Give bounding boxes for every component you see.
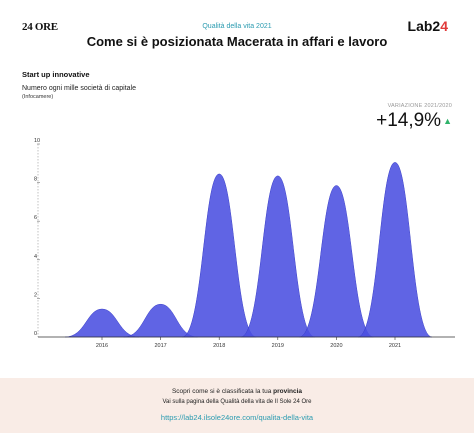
header: 24 ORE Qualità della vita 2021 Lab24 Com… (0, 0, 474, 60)
page-title: Come si è posizionata Macerata in affari… (86, 34, 388, 49)
kicker-label: Qualità della vita 2021 (202, 23, 272, 30)
footer-line1-text: Scopri come si è classificata la tua (171, 388, 274, 395)
footer-line1: Scopri come si è classificata la tua pro… (0, 388, 474, 395)
variation-number: +14,9% (376, 110, 442, 131)
indicator-info: Start up innovative Numero ogni mille so… (22, 70, 136, 100)
x-tick-label-2017: 2017 (154, 343, 166, 349)
x-tick-label-2018: 2018 (213, 343, 225, 349)
y-tick-label-0: 0 (34, 331, 37, 337)
x-tick-label-2021: 2021 (389, 343, 401, 349)
indicator-measure: Numero ogni mille società di capitale (22, 85, 136, 92)
x-tick-label-2020: 2020 (330, 343, 342, 349)
y-tick-label-2: 2 (34, 292, 37, 298)
peak-2021[interactable] (357, 162, 433, 338)
peak-2016[interactable] (64, 308, 140, 338)
indicator-name: Start up innovative (22, 70, 90, 79)
footer-line2: Vai sulla pagina della Qualità della vit… (162, 399, 312, 405)
peak-2017[interactable] (123, 303, 198, 338)
lab24-logo-text: Lab2 (407, 18, 441, 34)
footer-line1-bold: provincia (273, 388, 303, 395)
peak-2019[interactable] (240, 175, 315, 338)
variation-label: VARIAZIONE 2021/2020 (387, 103, 452, 109)
chart: 0 2 4 6 8 10 2016 2017 2018 2019 2020 2021 (0, 138, 474, 358)
y-tick-label-6: 6 (34, 215, 37, 221)
x-tick-label-2016: 2016 (96, 343, 108, 349)
area-chart: 0 2 4 6 8 10 2016 2017 2018 2019 2020 2021 (34, 138, 455, 349)
lab24-logo-accent: 4 (440, 18, 448, 34)
variation-value: +14,9% ▲ (376, 110, 452, 132)
peak-2020[interactable] (299, 185, 374, 338)
footer-banner: Scopri come si è classificata la tua pro… (0, 378, 474, 433)
y-tick-label-10: 10 (34, 138, 40, 144)
trend-up-icon: ▲ (443, 116, 452, 126)
footer-link[interactable]: https://lab24.ilsole24ore.com/qualita-de… (160, 413, 314, 422)
peak-2018[interactable] (182, 173, 257, 338)
y-tick-label-4: 4 (34, 254, 37, 260)
lab24-logo[interactable]: Lab24 (408, 18, 448, 34)
sole24ore-logo[interactable]: 24 ORE (22, 21, 58, 33)
indicator-source: (Infocamere) (22, 94, 54, 100)
y-tick-label-8: 8 (34, 177, 37, 183)
x-tick-label-2019: 2019 (272, 343, 284, 349)
